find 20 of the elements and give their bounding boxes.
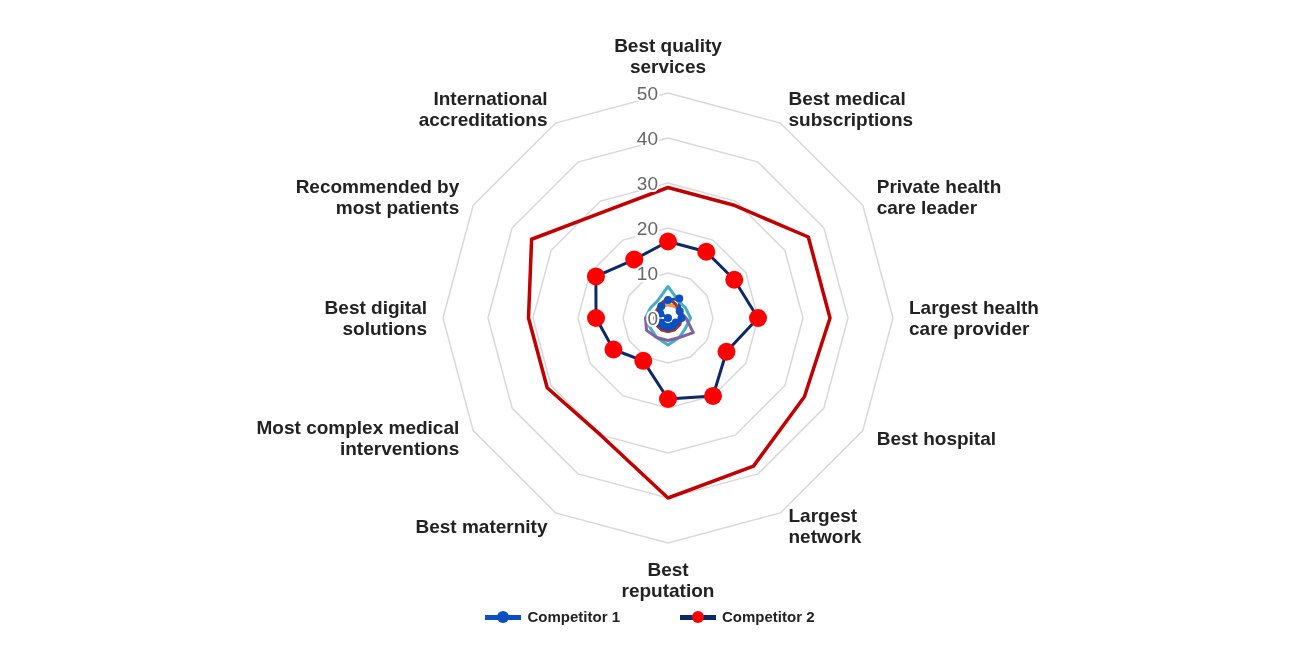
- spoke-label: Private health care leader: [876, 176, 1002, 218]
- y-tick-label: 30: [636, 173, 658, 194]
- spoke-label: International accreditations: [418, 87, 548, 130]
- spoke-label: Recommended by most patients: [295, 176, 460, 218]
- spoke-label: Best hospital: [876, 427, 997, 449]
- spoke-label: Largest network: [788, 505, 862, 548]
- spoke-label: Best reputation: [621, 558, 715, 601]
- spoke-label: Best medical subscriptions: [788, 87, 914, 130]
- y-tick-label: 50: [636, 83, 658, 104]
- spoke-label: Best maternity: [415, 515, 548, 537]
- legend-label: Competitor 2: [722, 608, 815, 625]
- y-tick-label: 0: [647, 308, 658, 329]
- y-tick-label: 20: [636, 218, 658, 239]
- legend-label: Competitor 1: [527, 608, 620, 625]
- y-tick-label: 10: [636, 263, 658, 284]
- spoke-label: Best digital solutions: [324, 296, 427, 339]
- spoke-label: Most complex medical interventions: [256, 417, 460, 459]
- y-tick-label: 40: [636, 128, 658, 149]
- spoke-label: Largest health care provider: [909, 296, 1039, 339]
- spoke-label: Best quality services: [614, 34, 723, 77]
